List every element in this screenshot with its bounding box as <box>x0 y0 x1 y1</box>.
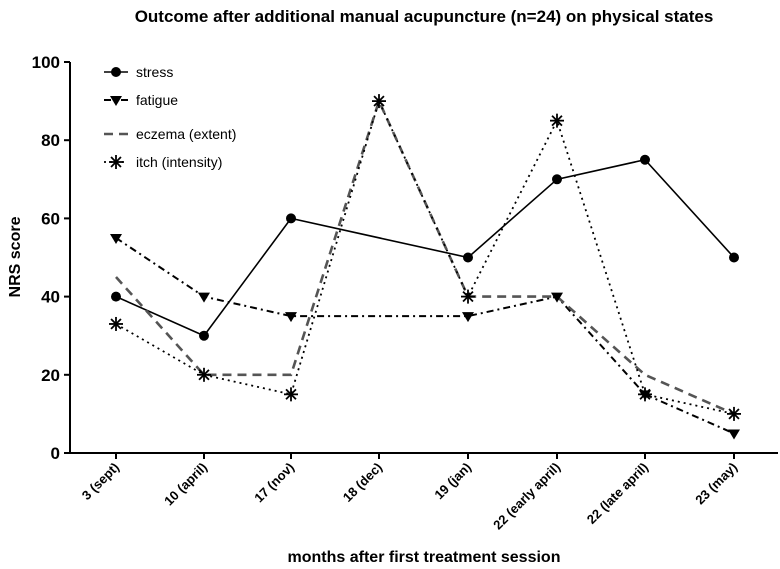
x-tick-label: 10 (april) <box>161 460 210 509</box>
x-tick-label: 22 (late april) <box>584 460 651 527</box>
data-point-stress <box>463 252 473 263</box>
data-point-itch <box>284 387 298 402</box>
y-tick-label: 0 <box>51 444 60 463</box>
series-line-stress <box>115 158 735 337</box>
y-tick-label: 80 <box>41 131 60 150</box>
data-point-fatigue <box>198 292 210 303</box>
data-point-itch <box>109 316 123 331</box>
y-tick-label: 100 <box>32 53 60 72</box>
y-tick-label: 40 <box>41 288 60 307</box>
data-point-itch <box>727 406 741 421</box>
x-tick-label: 23 (may) <box>692 460 740 508</box>
legend-marker-itch <box>109 155 123 169</box>
legend: stress fatigue eczema (extent) itch (intens… <box>104 64 236 170</box>
data-point-stress <box>729 252 739 263</box>
x-tick-label: 18 (dec) <box>340 460 385 505</box>
legend-label-fatigue: fatigue <box>136 92 178 108</box>
series-line-eczema <box>115 97 735 416</box>
x-axis-title: months after first treatment session <box>288 549 561 566</box>
data-point-stress <box>640 154 650 165</box>
y-tick-label: 60 <box>41 209 60 228</box>
x-tick-label: 3 (sept) <box>79 460 122 503</box>
data-point-itch <box>197 367 211 382</box>
y-axis-title: NRS score <box>7 216 24 297</box>
data-point-stress <box>199 330 209 341</box>
data-point-fatigue <box>551 292 563 303</box>
data-point-stress <box>552 174 562 185</box>
x-tick-label: 22 (early april) <box>490 460 563 533</box>
data-point-itch <box>550 113 564 128</box>
data-point-fatigue <box>728 429 740 440</box>
data-point-fatigue <box>462 312 474 323</box>
data-point-stress <box>286 213 296 224</box>
legend-marker-stress <box>111 67 121 77</box>
data-point-itch <box>461 289 475 304</box>
data-point-stress <box>111 291 121 302</box>
legend-label-stress: stress <box>136 64 173 80</box>
legend-label-itch: itch (intensity) <box>136 154 222 170</box>
data-point-fatigue <box>110 233 122 244</box>
y-tick-label: 20 <box>41 366 60 385</box>
legend-label-eczema: eczema (extent) <box>136 126 236 142</box>
data-point-itch <box>638 387 652 402</box>
x-tick-label: 19 (jan) <box>431 460 474 503</box>
data-point-fatigue <box>285 312 297 323</box>
series-line-itch <box>115 98 735 415</box>
x-tick-label: 17 (nov) <box>251 460 297 506</box>
data-point-itch <box>372 94 386 109</box>
legend-marker-fatigue <box>110 96 122 106</box>
chart-title: Outcome after additional manual acupunct… <box>135 7 714 26</box>
